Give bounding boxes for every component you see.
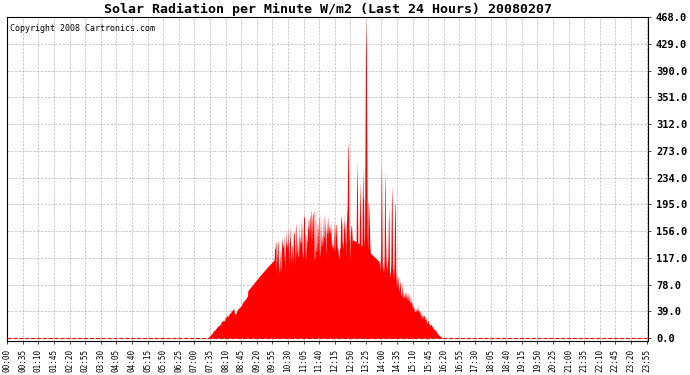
Title: Solar Radiation per Minute W/m2 (Last 24 Hours) 20080207: Solar Radiation per Minute W/m2 (Last 24… bbox=[104, 3, 552, 16]
Text: Copyright 2008 Cartronics.com: Copyright 2008 Cartronics.com bbox=[10, 24, 155, 33]
